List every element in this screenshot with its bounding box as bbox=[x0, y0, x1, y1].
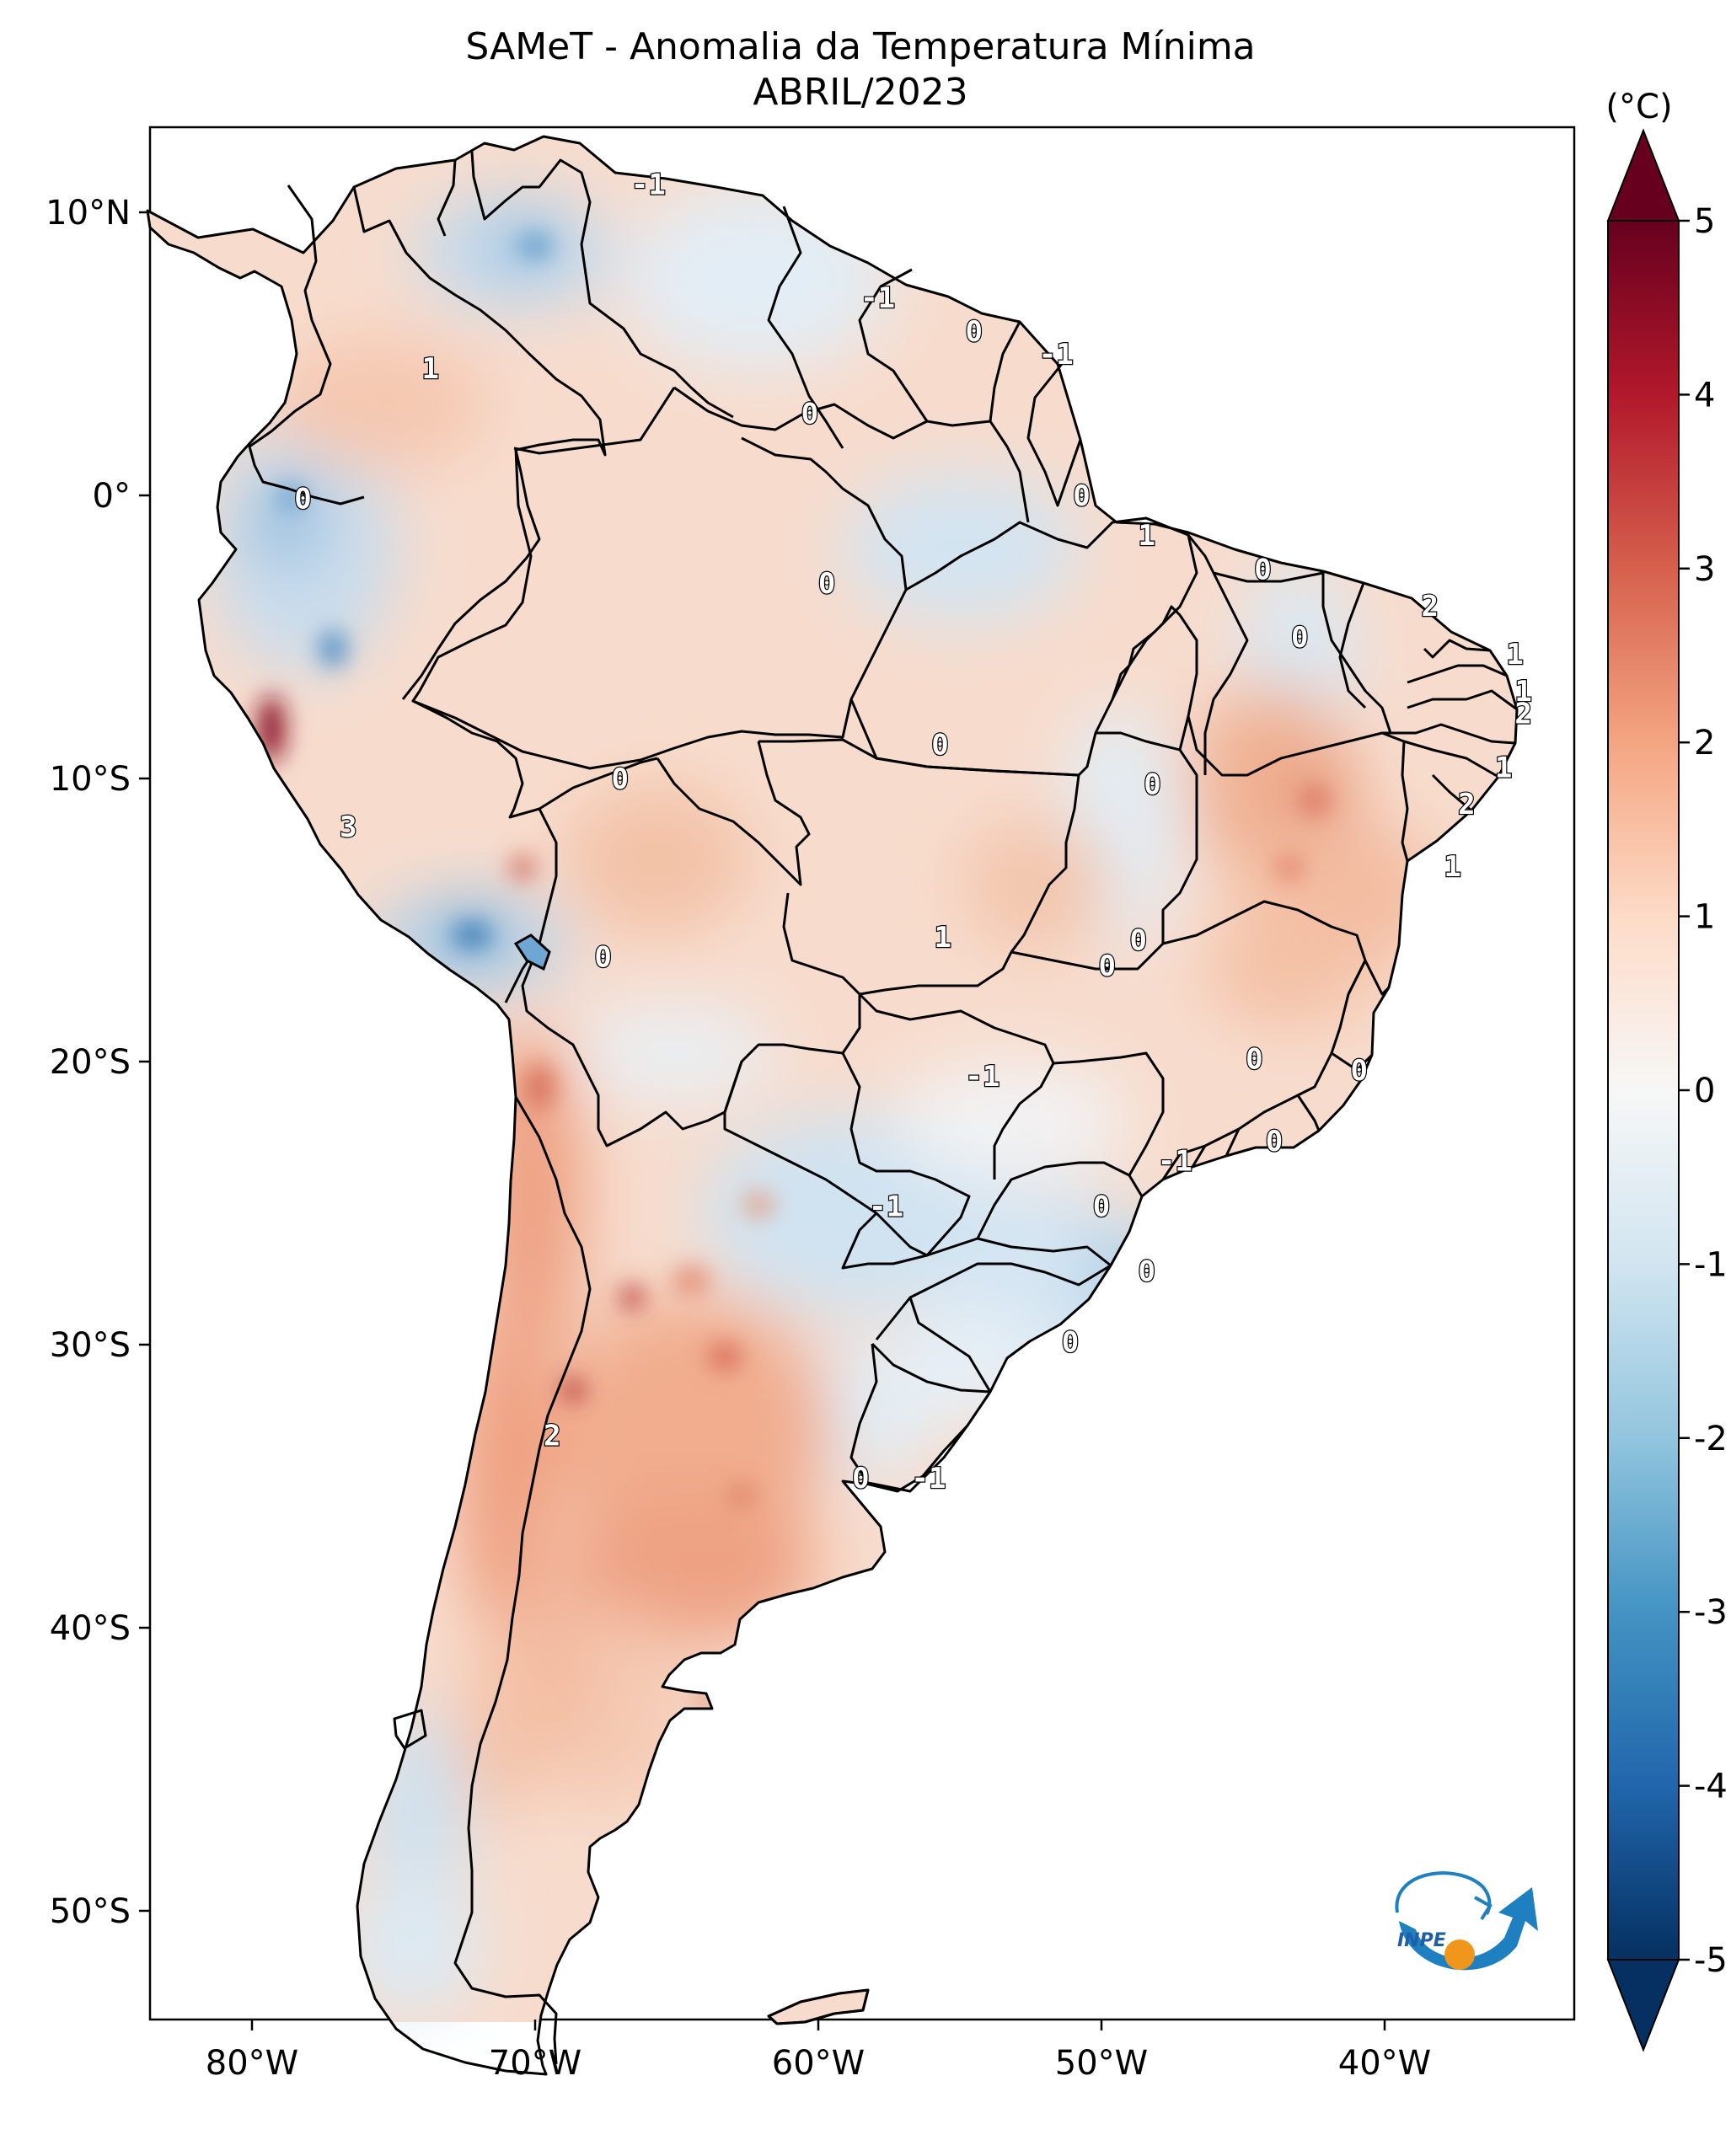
contour-label: 0 bbox=[931, 729, 948, 762]
x-axis: 80°W 70°W 60°W 50°W 40°W bbox=[206, 2020, 1431, 2083]
political-borders bbox=[248, 151, 1518, 2065]
contour-label: 1 bbox=[1514, 675, 1531, 709]
colorbar-tick-label: 1 bbox=[1694, 898, 1715, 937]
y-tick-label: 10°S bbox=[50, 760, 131, 799]
colorbar-tick-label: 4 bbox=[1694, 376, 1715, 415]
colorbar-top-arrow bbox=[1606, 128, 1680, 222]
colorbar-tick-label: 2 bbox=[1694, 724, 1715, 762]
contour-label: 1 bbox=[935, 921, 951, 955]
y-tick-label: 0° bbox=[93, 477, 131, 516]
y-axis: 10°N 0° 10°S 20°S 30°S 40°S 50°S bbox=[46, 194, 150, 1931]
contour-label: 0 bbox=[1073, 479, 1090, 513]
contour-label: 1 bbox=[1495, 752, 1512, 785]
logo-swoosh-icon bbox=[1399, 1887, 1538, 1971]
contour-label: -1 bbox=[869, 1190, 903, 1223]
contour-label: 0 bbox=[1098, 950, 1115, 983]
contour-label: -1 bbox=[965, 1060, 999, 1094]
contour-label: 0 bbox=[1139, 1255, 1155, 1289]
contour-label: -1 bbox=[1158, 1145, 1192, 1179]
contour-label: 0 bbox=[1129, 924, 1146, 958]
lake-titicaca bbox=[513, 934, 551, 971]
colorbar-tick-label: -4 bbox=[1694, 1768, 1728, 1806]
y-tick-label: 50°S bbox=[50, 1892, 131, 1931]
x-tick-label: 60°W bbox=[772, 2044, 865, 2083]
contour-label: 0 bbox=[1291, 621, 1308, 655]
logo-text: INPE bbox=[1397, 1930, 1446, 1951]
contour-label: 0 bbox=[1266, 1125, 1283, 1158]
contour-label: 0 bbox=[1093, 1190, 1110, 1223]
contour-label: 1 bbox=[421, 352, 438, 386]
inpe-logo: INPE bbox=[1395, 1871, 1538, 1971]
chiloe-island bbox=[393, 1709, 427, 1750]
y-tick-label: 20°S bbox=[50, 1043, 131, 1082]
x-tick-label: 40°W bbox=[1338, 2044, 1431, 2083]
colorbar-bottom-arrow bbox=[1606, 1959, 1680, 2052]
contour-label: 1 bbox=[1139, 519, 1155, 553]
contour-label: 0 bbox=[1246, 1043, 1262, 1077]
x-tick-label: 80°W bbox=[206, 2044, 298, 2083]
x-tick-label: 70°W bbox=[489, 2044, 581, 2083]
colorbar-gradient bbox=[1607, 220, 1680, 1961]
contour-label: 0 bbox=[966, 315, 983, 349]
contour-label: -1 bbox=[912, 1462, 946, 1495]
contour-label: 0 bbox=[852, 1462, 869, 1495]
contour-label: 2 bbox=[1458, 788, 1475, 821]
contour-label: 3 bbox=[340, 811, 356, 844]
falkland-islands bbox=[767, 1988, 870, 2025]
colorbar-tick-label: -1 bbox=[1694, 1245, 1728, 1284]
contour-label: 0 bbox=[594, 941, 611, 975]
chart-title-line1: SAMeT - Anomalia da Temperatura Mínima bbox=[465, 25, 1255, 68]
colorbar-tick-label: -3 bbox=[1694, 1593, 1728, 1632]
contour-label: -1 bbox=[860, 281, 895, 315]
y-tick-label: 10°N bbox=[46, 194, 131, 233]
contour-label: 2 bbox=[1422, 590, 1439, 623]
contour-label: 0 bbox=[612, 762, 629, 796]
contour-label: 0 bbox=[818, 567, 835, 601]
chart-title-line2: ABRIL/2023 bbox=[753, 71, 967, 114]
contour-label: 0 bbox=[1351, 1054, 1368, 1088]
contour-label: 0 bbox=[294, 482, 311, 516]
colorbar-ticks: -5 -4 -3 -2 -1 0 1 2 3 4 5 bbox=[1679, 202, 1728, 1980]
logo-orbit-icon bbox=[1395, 1871, 1492, 1916]
contour-label: -1 bbox=[1039, 338, 1074, 372]
contour-label: 0 bbox=[1254, 553, 1271, 586]
contour-label: 0 bbox=[1062, 1326, 1079, 1360]
colorbar-tick-label: 5 bbox=[1694, 202, 1715, 241]
contour-label: 2 bbox=[544, 1420, 560, 1453]
logo-sun-icon bbox=[1444, 1939, 1475, 1970]
contour-label: 2 bbox=[1514, 698, 1531, 731]
colorbar-tick-label: -5 bbox=[1694, 1941, 1728, 1980]
contour-label: 0 bbox=[801, 398, 818, 431]
colorbar-tick-label: 0 bbox=[1694, 1072, 1715, 1110]
colorbar-tick-label: -2 bbox=[1694, 1420, 1728, 1458]
contour-label: 1 bbox=[1506, 638, 1523, 671]
x-tick-label: 50°W bbox=[1055, 2044, 1148, 2083]
y-tick-label: 30°S bbox=[50, 1326, 131, 1365]
contour-label: -1 bbox=[631, 168, 666, 201]
contour-label: 1 bbox=[1444, 850, 1460, 884]
y-tick-label: 40°S bbox=[50, 1609, 131, 1648]
colorbar-unit: (°C) bbox=[1605, 88, 1672, 126]
contour-label: 0 bbox=[1144, 768, 1160, 802]
colorbar-tick-label: 3 bbox=[1694, 550, 1715, 589]
colorbar: -5 -4 -3 -2 -1 0 1 2 3 4 5 (°C) bbox=[1605, 88, 1728, 2052]
